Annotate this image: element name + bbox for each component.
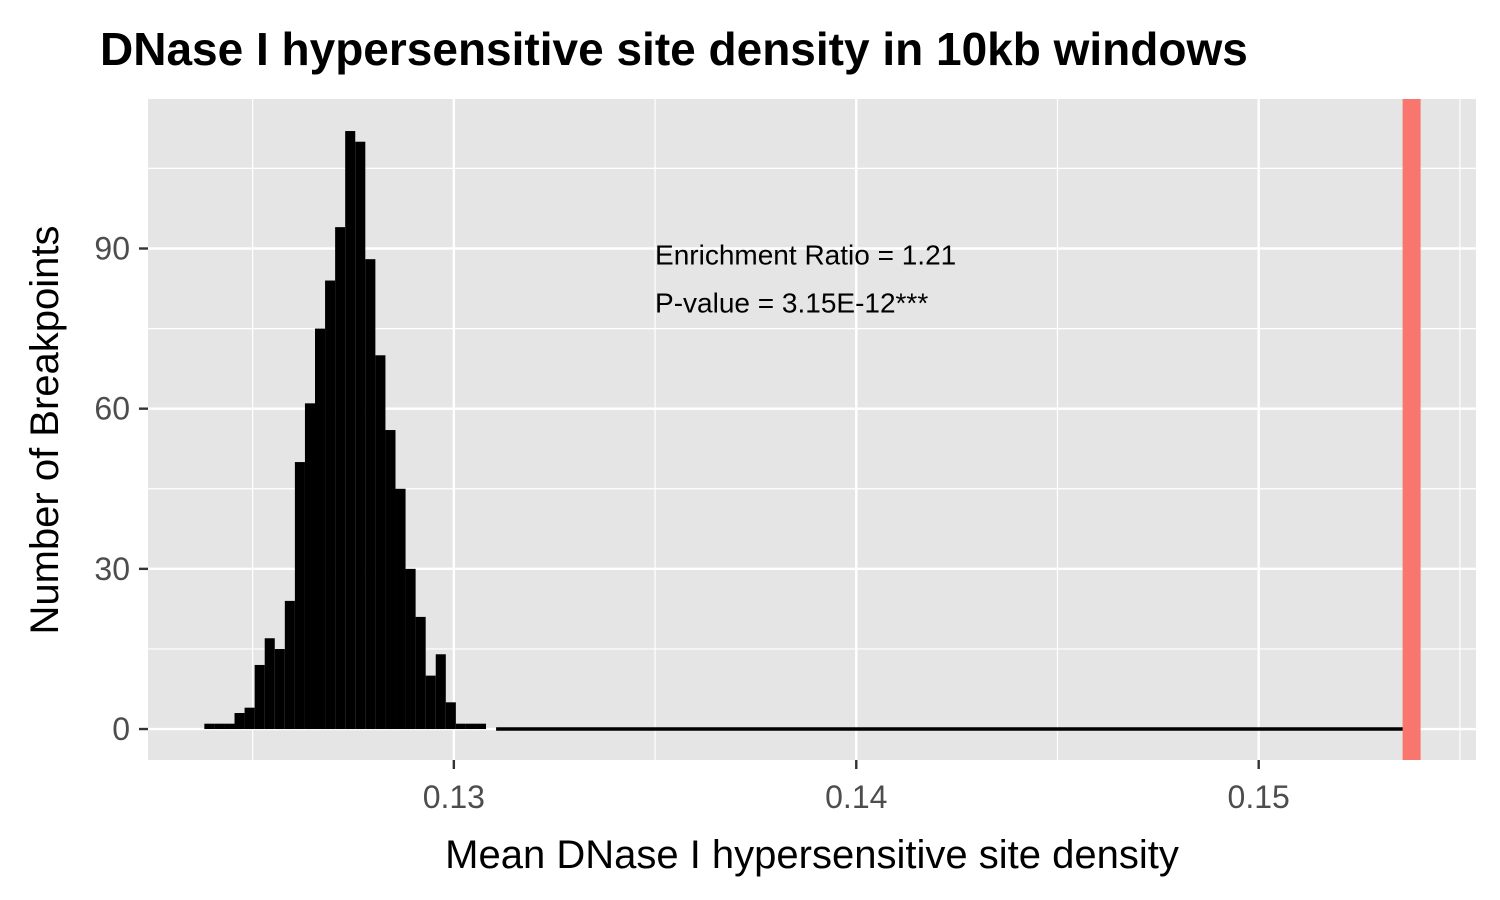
minor-gridlines [148, 99, 1476, 760]
histogram-bar [445, 702, 456, 730]
histogram-bar [415, 616, 426, 730]
x-tick-label: 0.15 [1228, 779, 1290, 815]
histogram-bar [425, 675, 436, 730]
histogram-bar [405, 568, 416, 730]
x-tick-label: 0.14 [825, 779, 887, 815]
y-axis: 0 30 60 90 [94, 230, 148, 747]
y-tick-label: 30 [94, 551, 130, 587]
chart-title: DNase I hypersensitive site density in 1… [100, 23, 1248, 75]
histogram-bar [455, 723, 466, 730]
x-axis: 0.13 0.14 0.15 [423, 760, 1290, 815]
histogram-bars [204, 131, 1404, 731]
histogram-bar [355, 141, 366, 730]
histogram-bar [325, 280, 336, 730]
histogram-bar [365, 259, 376, 730]
histogram-bar [214, 723, 225, 730]
histogram-bar [345, 131, 356, 730]
histogram-bar [465, 723, 476, 730]
histogram-bar [264, 638, 275, 730]
histogram-bar [385, 430, 396, 730]
histogram-bar [315, 328, 326, 730]
y-axis-title: Number of Breakpoints [23, 225, 67, 634]
x-axis-title: Mean DNase I hypersensitive site density [445, 833, 1179, 877]
y-tick-label: 90 [94, 230, 130, 266]
histogram-bar [335, 227, 346, 730]
histogram-bar [254, 664, 265, 730]
histogram-bar [435, 654, 446, 730]
histogram-bar [475, 723, 487, 730]
annotation-text: P-value = 3.15E-12*** [655, 288, 928, 319]
histogram-bar [224, 723, 235, 730]
histogram-bar [244, 707, 255, 730]
histogram-bar [304, 403, 316, 730]
histogram-bar [294, 462, 305, 730]
annotation-text: Enrichment Ratio = 1.21 [655, 240, 956, 271]
histogram-bar [204, 723, 215, 730]
histogram-bar [375, 355, 386, 730]
y-tick-label: 60 [94, 391, 130, 427]
x-tick-label: 0.13 [423, 779, 485, 815]
histogram-bar [274, 648, 285, 730]
histogram-bar [284, 600, 295, 730]
chart-annotations: Enrichment Ratio = 1.21 P-value = 3.15E-1… [655, 240, 956, 319]
y-tick-label: 0 [112, 711, 130, 747]
histogram-bar [395, 488, 406, 730]
histogram-bar [234, 713, 245, 730]
